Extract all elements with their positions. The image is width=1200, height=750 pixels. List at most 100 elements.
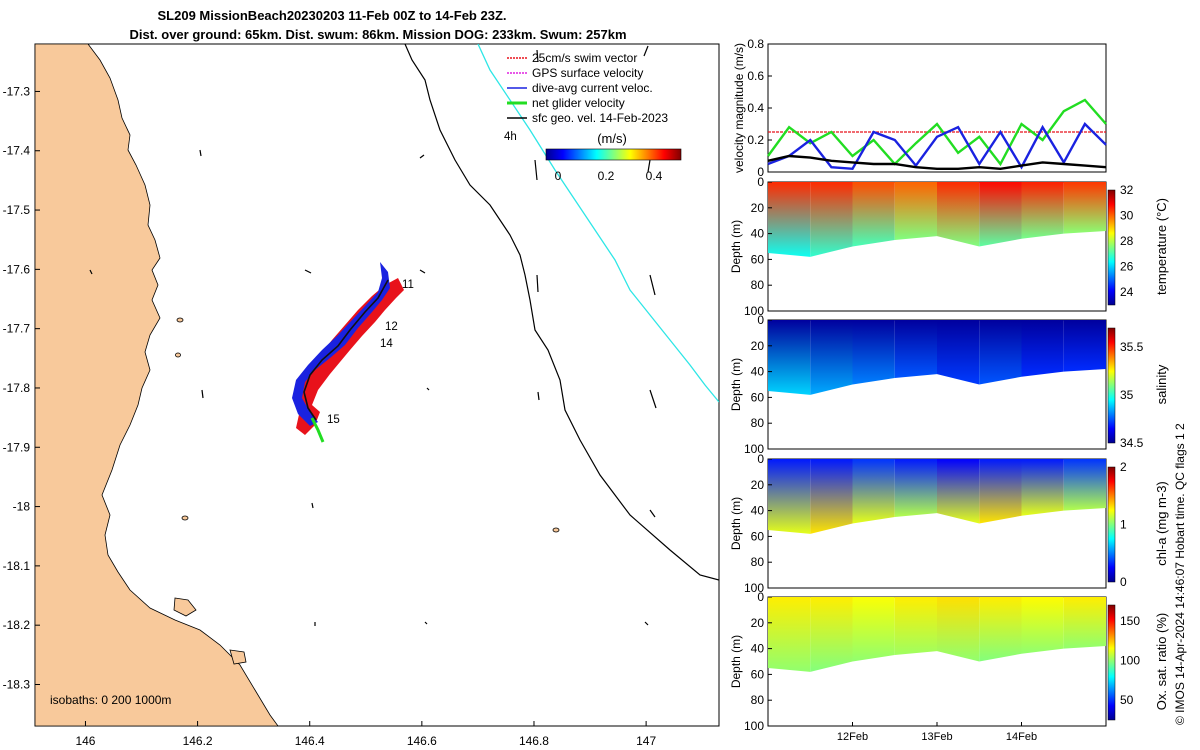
map-x-tick-label: 146.2 xyxy=(183,734,213,748)
colorbar-tick-label: 1 xyxy=(1120,518,1127,532)
section-ylabel: Depth (m) xyxy=(729,358,743,411)
glider-track: 11 12 14 15 xyxy=(292,262,414,443)
map-y-tick-label: -17.6 xyxy=(3,262,31,276)
day-label-12: 12 xyxy=(385,321,398,333)
section-data-strip xyxy=(937,597,980,662)
depth-tick-label: 0 xyxy=(757,313,764,327)
section-data-strip xyxy=(810,597,853,672)
velocity-tick-label: 0.8 xyxy=(747,37,764,51)
map-x-tick-label: 147 xyxy=(636,734,656,748)
island-2 xyxy=(229,649,247,665)
time-tick-label: 13Feb xyxy=(921,731,952,743)
map-y-tick-label: -17.3 xyxy=(3,84,31,98)
section-data-strip xyxy=(979,459,1022,524)
depth-tick-label: 80 xyxy=(751,693,765,707)
velocity-ylabel: velocity magnitude (m/s) xyxy=(732,43,746,173)
section-data-strip xyxy=(1063,597,1106,649)
isobath-legend: isobaths: 0 200 1000m xyxy=(50,693,171,707)
section-colorbar xyxy=(1107,604,1116,721)
depth-tick-label: 80 xyxy=(751,555,765,569)
colorbar-title: temperature (°C) xyxy=(1154,198,1169,295)
map-y-tick-label: -18.1 xyxy=(3,559,31,573)
velocity-tick-label: 0 xyxy=(757,165,764,179)
title-line-1: SL209 MissionBeach20230203 11-Feb 00Z to… xyxy=(158,8,507,23)
section-data-strip xyxy=(852,597,895,662)
section-data-strip xyxy=(1063,459,1106,511)
geostrophic-vectors xyxy=(89,45,657,626)
glider-path xyxy=(303,279,389,421)
section-data-strip xyxy=(1021,597,1064,654)
section-panel: 0 20 40 60 80 100 Depth (m) 32 30 28 26 24 temperatu… xyxy=(729,175,1169,318)
map-x-tick-label: 146 xyxy=(75,734,95,748)
island-6 xyxy=(181,515,189,521)
map-y-tick-label: -17.5 xyxy=(3,203,31,217)
section-data-strip xyxy=(852,459,895,524)
depth-tick-label: 20 xyxy=(751,201,765,215)
section-data-strip xyxy=(1063,182,1106,234)
depth-tick-label: 20 xyxy=(751,339,765,353)
map-y-tick-label: -17.7 xyxy=(3,322,31,336)
section-ylabel: Depth (m) xyxy=(729,635,743,688)
net-velocity-green xyxy=(310,417,325,443)
section-data-strip xyxy=(894,597,937,656)
colorbar-tick-1: 0.2 xyxy=(598,169,615,183)
day-label-14: 14 xyxy=(380,338,393,350)
map-y-tick-label: -18.2 xyxy=(3,618,31,632)
island-5 xyxy=(175,352,181,358)
section-data-strip xyxy=(852,182,895,247)
depth-tick-label: 40 xyxy=(751,504,765,518)
colorbar-tick-label: 24 xyxy=(1120,285,1134,299)
velocity-tick-label: 0.6 xyxy=(747,69,764,83)
legend-label: dive-avg current veloc. xyxy=(532,81,653,95)
colorbar-title: salinity xyxy=(1154,364,1169,404)
velocity-lines xyxy=(767,98,1107,171)
section-panel: 0 20 40 60 80 100 Depth (m) 35.5 35 34.5 salinity xyxy=(729,313,1169,456)
section-data-strip xyxy=(894,182,937,241)
colorbar-tick-label: 150 xyxy=(1120,614,1140,628)
section-data-strip xyxy=(1021,320,1064,377)
island-1 xyxy=(173,597,197,617)
map-y-tick-label: -17.4 xyxy=(3,144,31,158)
depth-tick-label: 60 xyxy=(751,390,765,404)
colorbar-title: Ox. sat. ratio (%) xyxy=(1154,613,1169,711)
island-3 xyxy=(552,527,560,533)
depth-tick-label: 60 xyxy=(751,667,765,681)
title-line-2: Dist. over ground: 65km. Dist. swum: 86k… xyxy=(129,27,626,42)
map-y-tick-label: -18.3 xyxy=(3,677,31,691)
section-data-strip xyxy=(768,459,811,534)
section-data-strip xyxy=(937,459,980,524)
colorbar-tick-2: 0.4 xyxy=(646,169,663,183)
section-colorbar xyxy=(1107,189,1116,306)
velocity-tick-label: 0.2 xyxy=(747,133,764,147)
coastline-land xyxy=(35,44,279,726)
depth-tick-label: 100 xyxy=(744,442,764,456)
depth-tick-label: 80 xyxy=(751,278,765,292)
depth-tick-label: 40 xyxy=(751,365,765,379)
section-data-strip xyxy=(894,459,937,518)
legend-label: GPS surface velocity xyxy=(532,66,643,80)
section-data-strip xyxy=(810,459,853,534)
depth-tick-label: 20 xyxy=(751,478,765,492)
isobath-200m xyxy=(404,44,719,581)
time-axis: 12Feb 13Feb 14Feb xyxy=(837,722,1037,743)
legend-label: 25cm/s swim vector xyxy=(532,51,637,65)
section-data-strip xyxy=(810,182,853,257)
velocity-series-line xyxy=(767,154,1107,171)
colorbar-tick-0: 0 xyxy=(555,169,562,183)
section-data-strip xyxy=(979,320,1022,385)
colorbar-tick-label: 100 xyxy=(1120,654,1140,668)
section-data-strip xyxy=(1063,320,1106,372)
map-panel: 11 12 14 15 isobaths: 0 200 1000m 146 146… xyxy=(3,43,720,748)
velocity-y-axis: 0 0.2 0.4 0.6 0.8 xyxy=(747,37,772,179)
velocity-series-line xyxy=(767,122,1107,171)
section-data-strip xyxy=(768,182,811,257)
section-data-strip xyxy=(937,320,980,385)
depth-tick-label: 40 xyxy=(751,227,765,241)
colorbar-tick-label: 2 xyxy=(1120,460,1127,474)
depth-tick-label: 0 xyxy=(757,175,764,189)
legend-label: net glider velocity xyxy=(532,96,625,110)
colorbar-tick-label: 30 xyxy=(1120,209,1134,223)
map-y-tick-label: -17.8 xyxy=(3,381,31,395)
